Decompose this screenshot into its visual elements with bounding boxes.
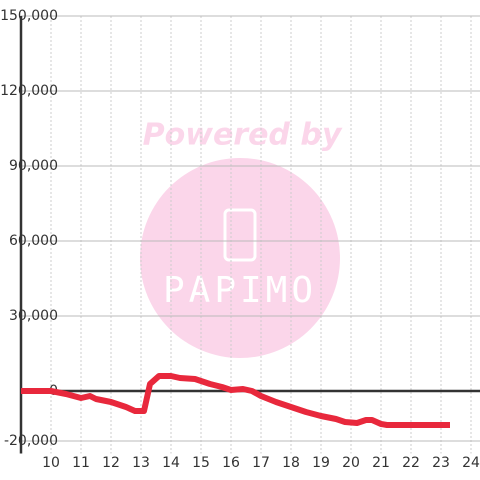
x-tick-label: 19	[312, 455, 330, 471]
y-tick-label: -20,000	[4, 433, 58, 449]
x-tick-label: 17	[252, 455, 270, 471]
y-tick-label: 90,000	[9, 158, 58, 174]
watermark-title: Powered by	[143, 118, 343, 153]
x-tick-label: 23	[432, 455, 450, 471]
x-tick-label: 24	[462, 455, 480, 471]
x-tick-label: 21	[372, 455, 390, 471]
y-tick-label: 30,000	[9, 308, 58, 324]
x-tick-label: 13	[132, 455, 150, 471]
x-tick-label: 20	[342, 455, 360, 471]
x-tick-label: 11	[72, 455, 90, 471]
x-tick-label: 22	[402, 455, 420, 471]
x-tick-label: 16	[222, 455, 240, 471]
y-tick-label: 120,000	[0, 83, 58, 99]
x-tick-label: 10	[42, 455, 60, 471]
data-line	[21, 373, 450, 428]
watermark-brand: PAPIMO	[163, 270, 317, 311]
x-tick-label: 14	[162, 455, 180, 471]
y-tick-label: 150,000	[0, 8, 58, 24]
x-tick-label: 15	[192, 455, 210, 471]
x-tick-label: 12	[102, 455, 120, 471]
watermark-icon	[223, 208, 257, 262]
watermark-circle	[140, 158, 340, 358]
x-tick-label: 18	[282, 455, 300, 471]
y-tick-label: 60,000	[9, 233, 58, 249]
